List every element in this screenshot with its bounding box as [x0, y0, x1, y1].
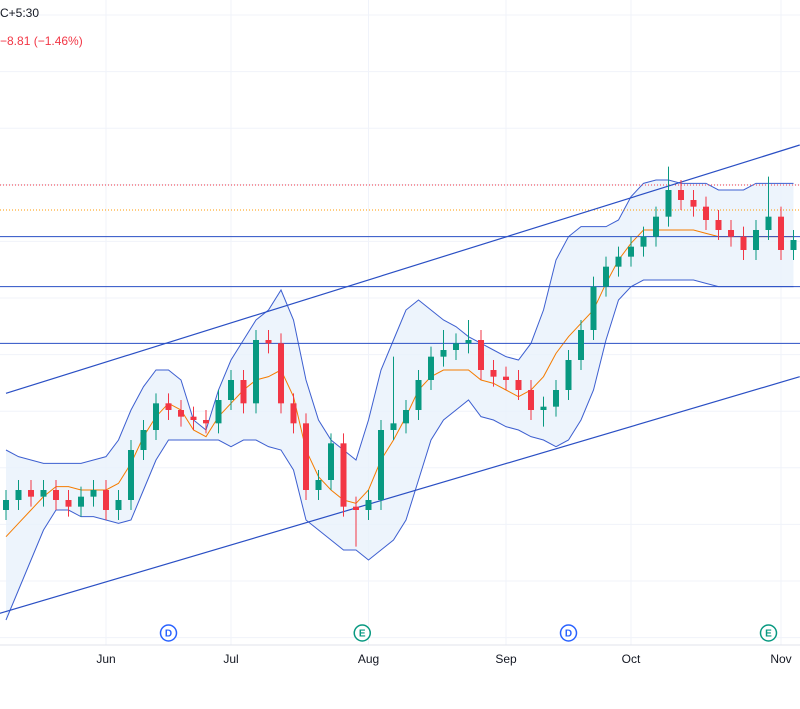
timezone: C+5:30: [0, 6, 39, 20]
candle-body: [53, 490, 59, 500]
x-tick-label: Sep: [495, 652, 517, 666]
candle-body: [390, 423, 397, 430]
candle-body: [415, 380, 422, 410]
candle-body: [315, 480, 322, 490]
candle-body: [528, 390, 534, 410]
candle-body: [28, 490, 34, 497]
event-label: D: [165, 629, 172, 640]
candle-body: [440, 350, 447, 357]
candle-body: [778, 216, 784, 250]
event-icon: [559, 624, 578, 642]
candle-body: [178, 410, 184, 417]
candle-body: [303, 423, 309, 490]
candle-body: [265, 340, 272, 344]
event-label: D: [565, 629, 572, 640]
event-icon: [759, 624, 778, 642]
candle-body: [453, 343, 459, 350]
candle-body: [65, 500, 72, 507]
candle-body: [340, 443, 347, 507]
candle-body: [790, 240, 797, 250]
price-change: −8.81 (−1.46%): [0, 34, 83, 48]
candle-body: [90, 490, 97, 497]
grid: [0, 0, 800, 645]
candle-body: [290, 403, 297, 424]
candle-body: [153, 403, 159, 430]
event-icon: [353, 624, 371, 642]
candle-body: [678, 190, 684, 200]
candle-body: [603, 266, 609, 287]
candle-body: [203, 420, 209, 424]
candle-body: [728, 230, 734, 237]
event-label: E: [765, 629, 772, 640]
candle-body: [353, 506, 359, 510]
candle-body: [78, 496, 84, 507]
candle-body: [503, 376, 509, 380]
candle-body: [240, 380, 247, 404]
candle-body: [540, 406, 547, 410]
candle-body: [653, 216, 659, 237]
candle-body: [590, 286, 597, 330]
event-label: E: [359, 629, 366, 640]
event-icon: [159, 624, 178, 642]
candle-body: [490, 370, 497, 377]
x-tick-label: Aug: [358, 652, 379, 666]
plot-area: [0, 144, 800, 621]
candle-body: [103, 490, 109, 510]
candle-body: [190, 416, 197, 420]
candle-body: [553, 390, 559, 407]
candle-body: [578, 330, 584, 360]
candle-body: [753, 230, 759, 250]
candle-body: [703, 206, 709, 220]
candle-body: [228, 380, 234, 400]
candle-body: [140, 430, 147, 450]
x-tick-label: Oct: [622, 652, 641, 666]
candle-body: [278, 343, 284, 404]
candle-body: [715, 220, 722, 230]
candle-body: [690, 200, 697, 207]
trend-line: [5, 144, 800, 394]
candle-body: [165, 403, 172, 410]
candle-body: [328, 443, 334, 480]
candle-body: [378, 430, 384, 500]
candle-body: [115, 500, 122, 510]
candle-body: [515, 380, 522, 390]
candle-body: [3, 500, 9, 510]
candle-body: [765, 216, 772, 230]
candle-body: [428, 356, 434, 380]
x-tick-label: Jun: [96, 652, 115, 666]
candle-body: [740, 236, 747, 250]
band-middle: [5, 229, 794, 538]
candle-body: [403, 410, 409, 424]
candle-body: [665, 190, 672, 217]
candle-body: [628, 246, 634, 257]
band-fill: [6, 180, 794, 620]
trend-line: [0, 376, 800, 614]
candle-body: [128, 450, 134, 500]
candle-body: [253, 340, 259, 404]
band-upper: [5, 179, 794, 464]
x-tick-label: Nov: [770, 652, 791, 666]
candle-body: [40, 490, 47, 497]
x-tick-label: Jul: [223, 652, 238, 666]
candle-body: [465, 340, 472, 344]
candle-body: [478, 340, 484, 370]
candle-body: [15, 490, 22, 500]
candle-body: [615, 256, 622, 267]
band-lower: [5, 279, 794, 621]
candle-body: [565, 360, 572, 390]
candle-body: [365, 500, 372, 510]
candle-body: [640, 236, 647, 247]
candle-body: [215, 400, 222, 424]
